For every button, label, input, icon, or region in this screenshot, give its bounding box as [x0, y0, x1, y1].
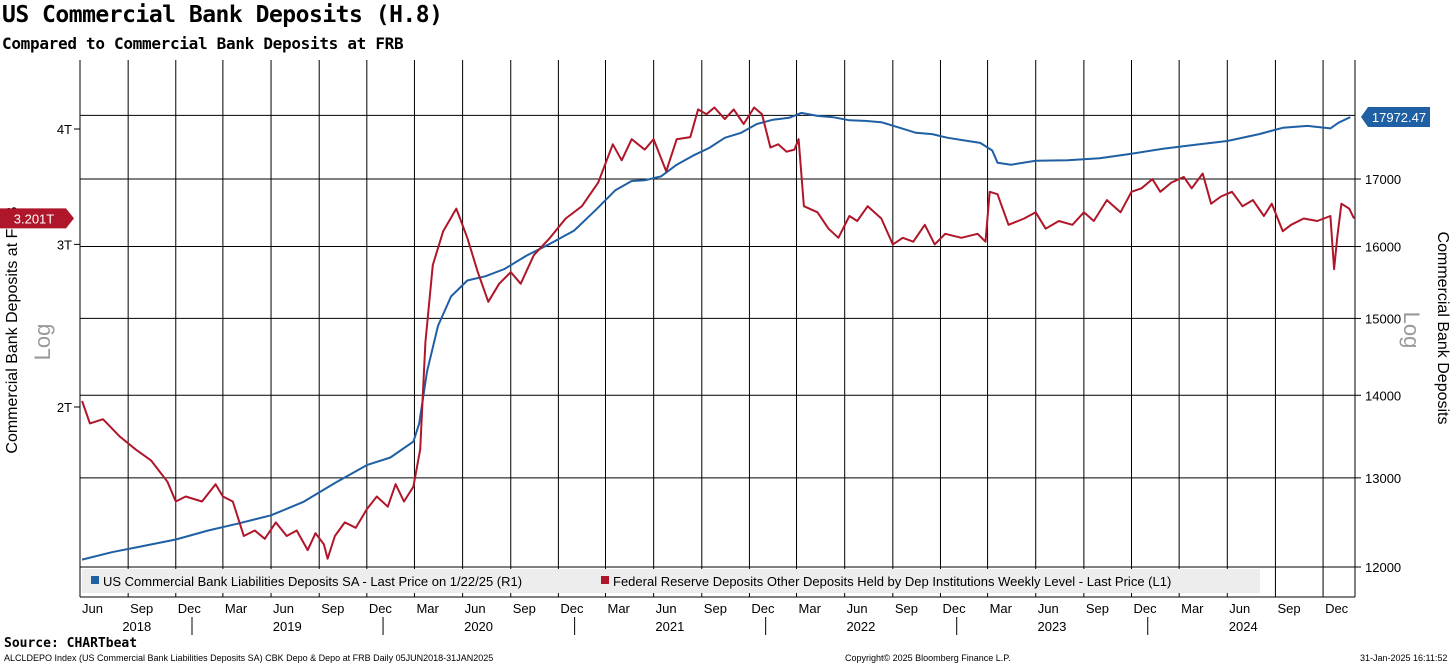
- x-axis-year-label: 2020: [464, 619, 493, 634]
- x-axis-month-label: Mar: [1181, 601, 1204, 616]
- x-axis-month-label: Jun: [1038, 601, 1059, 616]
- x-axis-year-label: 2023: [1037, 619, 1066, 634]
- x-axis-month-label: Dec: [1325, 601, 1349, 616]
- x-axis-month-label: Sep: [513, 601, 536, 616]
- x-axis-month-label: Jun: [656, 601, 677, 616]
- x-axis-year-label: 2024: [1229, 619, 1258, 634]
- x-axis-month-label: Jun: [847, 601, 868, 616]
- legend-swatch-fed-deposits: [601, 576, 609, 584]
- x-axis-month-label: Dec: [1134, 601, 1158, 616]
- x-axis-year-label: 2022: [846, 619, 875, 634]
- chart-grid: [79, 60, 1355, 597]
- right-axis-tick-label: 12000: [1365, 560, 1401, 575]
- x-axis-month-label: Mar: [225, 601, 248, 616]
- x-axis-month-label: Dec: [560, 601, 584, 616]
- left-last-value-tag: [0, 208, 74, 229]
- right-axis-title: Commercial Bank Deposits: [1434, 232, 1451, 425]
- index-info: ALCLDEPO Index (US Commercial Bank Liabi…: [4, 653, 494, 663]
- right-axis-log-note: Log: [1399, 312, 1424, 349]
- chart-title: US Commercial Bank Deposits (H.8): [2, 2, 443, 28]
- left-axis-title: Commercial Bank Deposits at FRB: [4, 206, 21, 453]
- right-axis-tick-label: 14000: [1365, 388, 1401, 403]
- right-axis-tick-label: 15000: [1365, 311, 1401, 326]
- series-line-us-deposits: [81, 111, 1351, 561]
- x-axis-month-label: Dec: [942, 601, 966, 616]
- x-axis-month-label: Jun: [273, 601, 294, 616]
- x-axis-month-label: Jun: [82, 601, 103, 616]
- x-axis-month-label: Sep: [321, 601, 344, 616]
- legend-label-us-deposits: US Commercial Bank Liabilities Deposits …: [103, 574, 522, 589]
- x-axis-month-label: Dec: [178, 601, 202, 616]
- chart-legend: US Commercial Bank Liabilities Deposits …: [82, 569, 1260, 593]
- right-last-value-label: 17972.47: [1372, 110, 1426, 125]
- left-axis-tick-label: 2T: [57, 400, 72, 415]
- x-axis-month-label: Mar: [990, 601, 1013, 616]
- x-axis-month-label: Mar: [799, 601, 822, 616]
- right-axis-tick-label: 16000: [1365, 240, 1401, 255]
- chart-series-layer: [81, 106, 1355, 561]
- right-axis-tick-label: 17000: [1365, 172, 1401, 187]
- source-note: Source: CHARTbeat: [4, 636, 138, 651]
- series-line-fed-deposits: [81, 106, 1355, 560]
- x-axis-month-label: Mar: [416, 601, 439, 616]
- left-axis-tick-label: 3T: [57, 237, 72, 252]
- x-axis-month-label: Jun: [465, 601, 486, 616]
- x-axis-month-label: Sep: [1277, 601, 1300, 616]
- right-axis-tick-label: 13000: [1365, 471, 1401, 486]
- legend-label-fed-deposits: Federal Reserve Deposits Other Deposits …: [613, 574, 1171, 589]
- legend-background: [82, 569, 1260, 593]
- x-axis-month-label: Dec: [751, 601, 775, 616]
- x-axis-month-label: Dec: [369, 601, 393, 616]
- timestamp: 31-Jan-2025 16:11:52: [1360, 653, 1448, 663]
- chart-axes: [74, 60, 1361, 635]
- chart-subtitle: Compared to Commercial Bank Deposits at …: [2, 34, 404, 53]
- x-axis-year-label: 2018: [122, 619, 151, 634]
- left-axis-tick-label: 4T: [57, 122, 72, 137]
- x-axis-year-label: 2021: [655, 619, 684, 634]
- x-axis-month-label: Sep: [895, 601, 918, 616]
- copyright-note: Copyright© 2025 Bloomberg Finance L.P.: [845, 653, 1011, 663]
- left-last-value-label: 3.201T: [14, 211, 55, 226]
- x-axis-year-label: 2019: [273, 619, 302, 634]
- chart-labels: 2T 3T 4T 12000 13000 14000 15000 16000 17000 Jun S…: [0, 107, 1451, 634]
- x-axis-month-label: Sep: [704, 601, 727, 616]
- left-axis-log-note: Log: [30, 324, 55, 361]
- x-axis-month-label: Sep: [1086, 601, 1109, 616]
- legend-swatch-us-deposits: [91, 576, 99, 584]
- x-axis-month-label: Jun: [1229, 601, 1250, 616]
- x-axis-month-label: Sep: [130, 601, 153, 616]
- right-last-value-tag: [1361, 107, 1430, 128]
- x-axis-month-label: Mar: [607, 601, 630, 616]
